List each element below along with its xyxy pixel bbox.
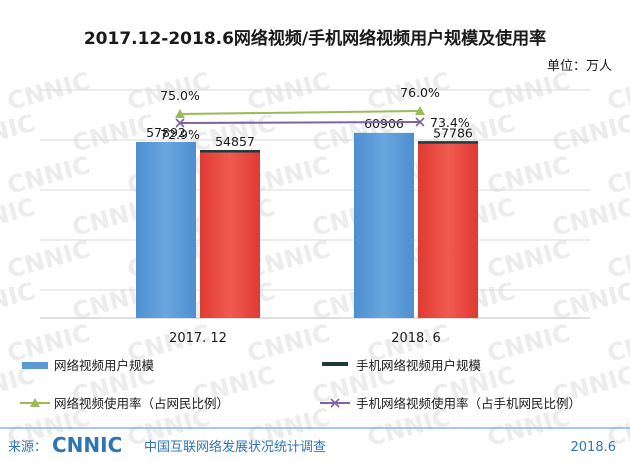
legend-swatch-dark	[322, 362, 348, 366]
watermark-text: CNNIC	[244, 319, 333, 368]
legend-item-mobile-users: 手机网络视频用户规模	[322, 358, 482, 373]
legend-item-users: 网络视频用户规模	[22, 358, 155, 373]
legend-label: 网络视频用户规模	[54, 358, 155, 373]
watermark-text: CNNIC	[0, 193, 38, 242]
watermark-text: CNNIC	[604, 319, 630, 368]
triangle-marker-icon	[30, 398, 40, 407]
x-tick-label-2: 2018. 6	[391, 331, 441, 346]
mobile-usage-rate-point	[175, 118, 185, 128]
footer-date: 2018.6	[571, 440, 617, 455]
watermark-text: CNNIC	[484, 151, 573, 200]
legend-swatch-blue	[22, 362, 48, 369]
rate-value-label: 72.9%	[160, 127, 200, 142]
legend-label: 手机网络视频使用率（占手机网民比例）	[356, 396, 581, 411]
unit-label: 单位：万人	[547, 59, 612, 74]
bars-layer: 57892 60906 54857 57786	[136, 116, 478, 318]
watermark-text: CNNIC	[4, 67, 93, 116]
watermark-text: CNNIC	[4, 235, 93, 284]
bar-mobile-video-users	[200, 151, 260, 318]
x-marker-icon	[330, 398, 340, 408]
footer-source-name: 中国互联网络发展状况统计调查	[144, 439, 326, 455]
cnnic-logo: CNNIC	[52, 433, 122, 457]
mobile-usage-rate-line	[179, 121, 421, 124]
legend-item-usage-rate: 网络视频使用率（占网民比例）	[20, 396, 229, 411]
lines-layer: 75.0% 76.0% 72.9% 73.4%	[160, 85, 470, 142]
watermark-text: CNNIC	[549, 109, 630, 158]
rate-value-label: 76.0%	[400, 85, 440, 100]
bar-value-label: 60906	[364, 116, 404, 131]
watermark-text: CNNIC	[0, 109, 38, 158]
watermark-text: CNNIC	[484, 319, 573, 368]
mobile-usage-rate-point	[415, 117, 425, 127]
rate-value-label: 73.4%	[430, 115, 470, 130]
bar-value-label: 57786	[433, 125, 473, 140]
footer-source-label: 来源：	[8, 440, 47, 455]
bar-value-label: 57892	[146, 125, 186, 140]
watermark-text: CNNIC	[604, 151, 630, 200]
legend-label: 手机网络视频用户规模	[356, 358, 482, 373]
watermark-text: CNNIC	[604, 235, 630, 284]
bar-value-label: 54857	[215, 134, 255, 149]
watermark-text: CNNIC	[549, 193, 630, 242]
rate-value-label: 75.0%	[160, 88, 200, 103]
usage-rate-line	[179, 110, 421, 115]
watermark-text: CNNIC	[484, 235, 573, 284]
legend-label: 网络视频使用率（占网民比例）	[54, 396, 229, 411]
usage-rate-point	[175, 109, 185, 118]
legend-item-mobile-usage-rate: 手机网络视频使用率（占手机网民比例）	[320, 396, 581, 411]
x-tick-label-1: 2017. 12	[169, 331, 227, 346]
chart-title: 2017.12-2018.6网络视频/手机网络视频用户规模及使用率	[84, 28, 546, 49]
watermark-text: CNNIC	[604, 67, 630, 116]
watermark-text: CNNIC	[4, 151, 93, 200]
bar-video-users	[136, 142, 196, 318]
bar-video-users	[354, 132, 414, 318]
usage-rate-point	[415, 106, 425, 115]
watermark-text: CNNIC	[0, 277, 38, 326]
legend: 网络视频用户规模 手机网络视频用户规模 网络视频使用率（占网民比例） 手机网络视…	[20, 358, 581, 411]
bar-mobile-video-users	[418, 142, 478, 318]
watermark-text: CNNIC	[484, 67, 573, 116]
watermark-text: CNNIC	[244, 67, 333, 116]
